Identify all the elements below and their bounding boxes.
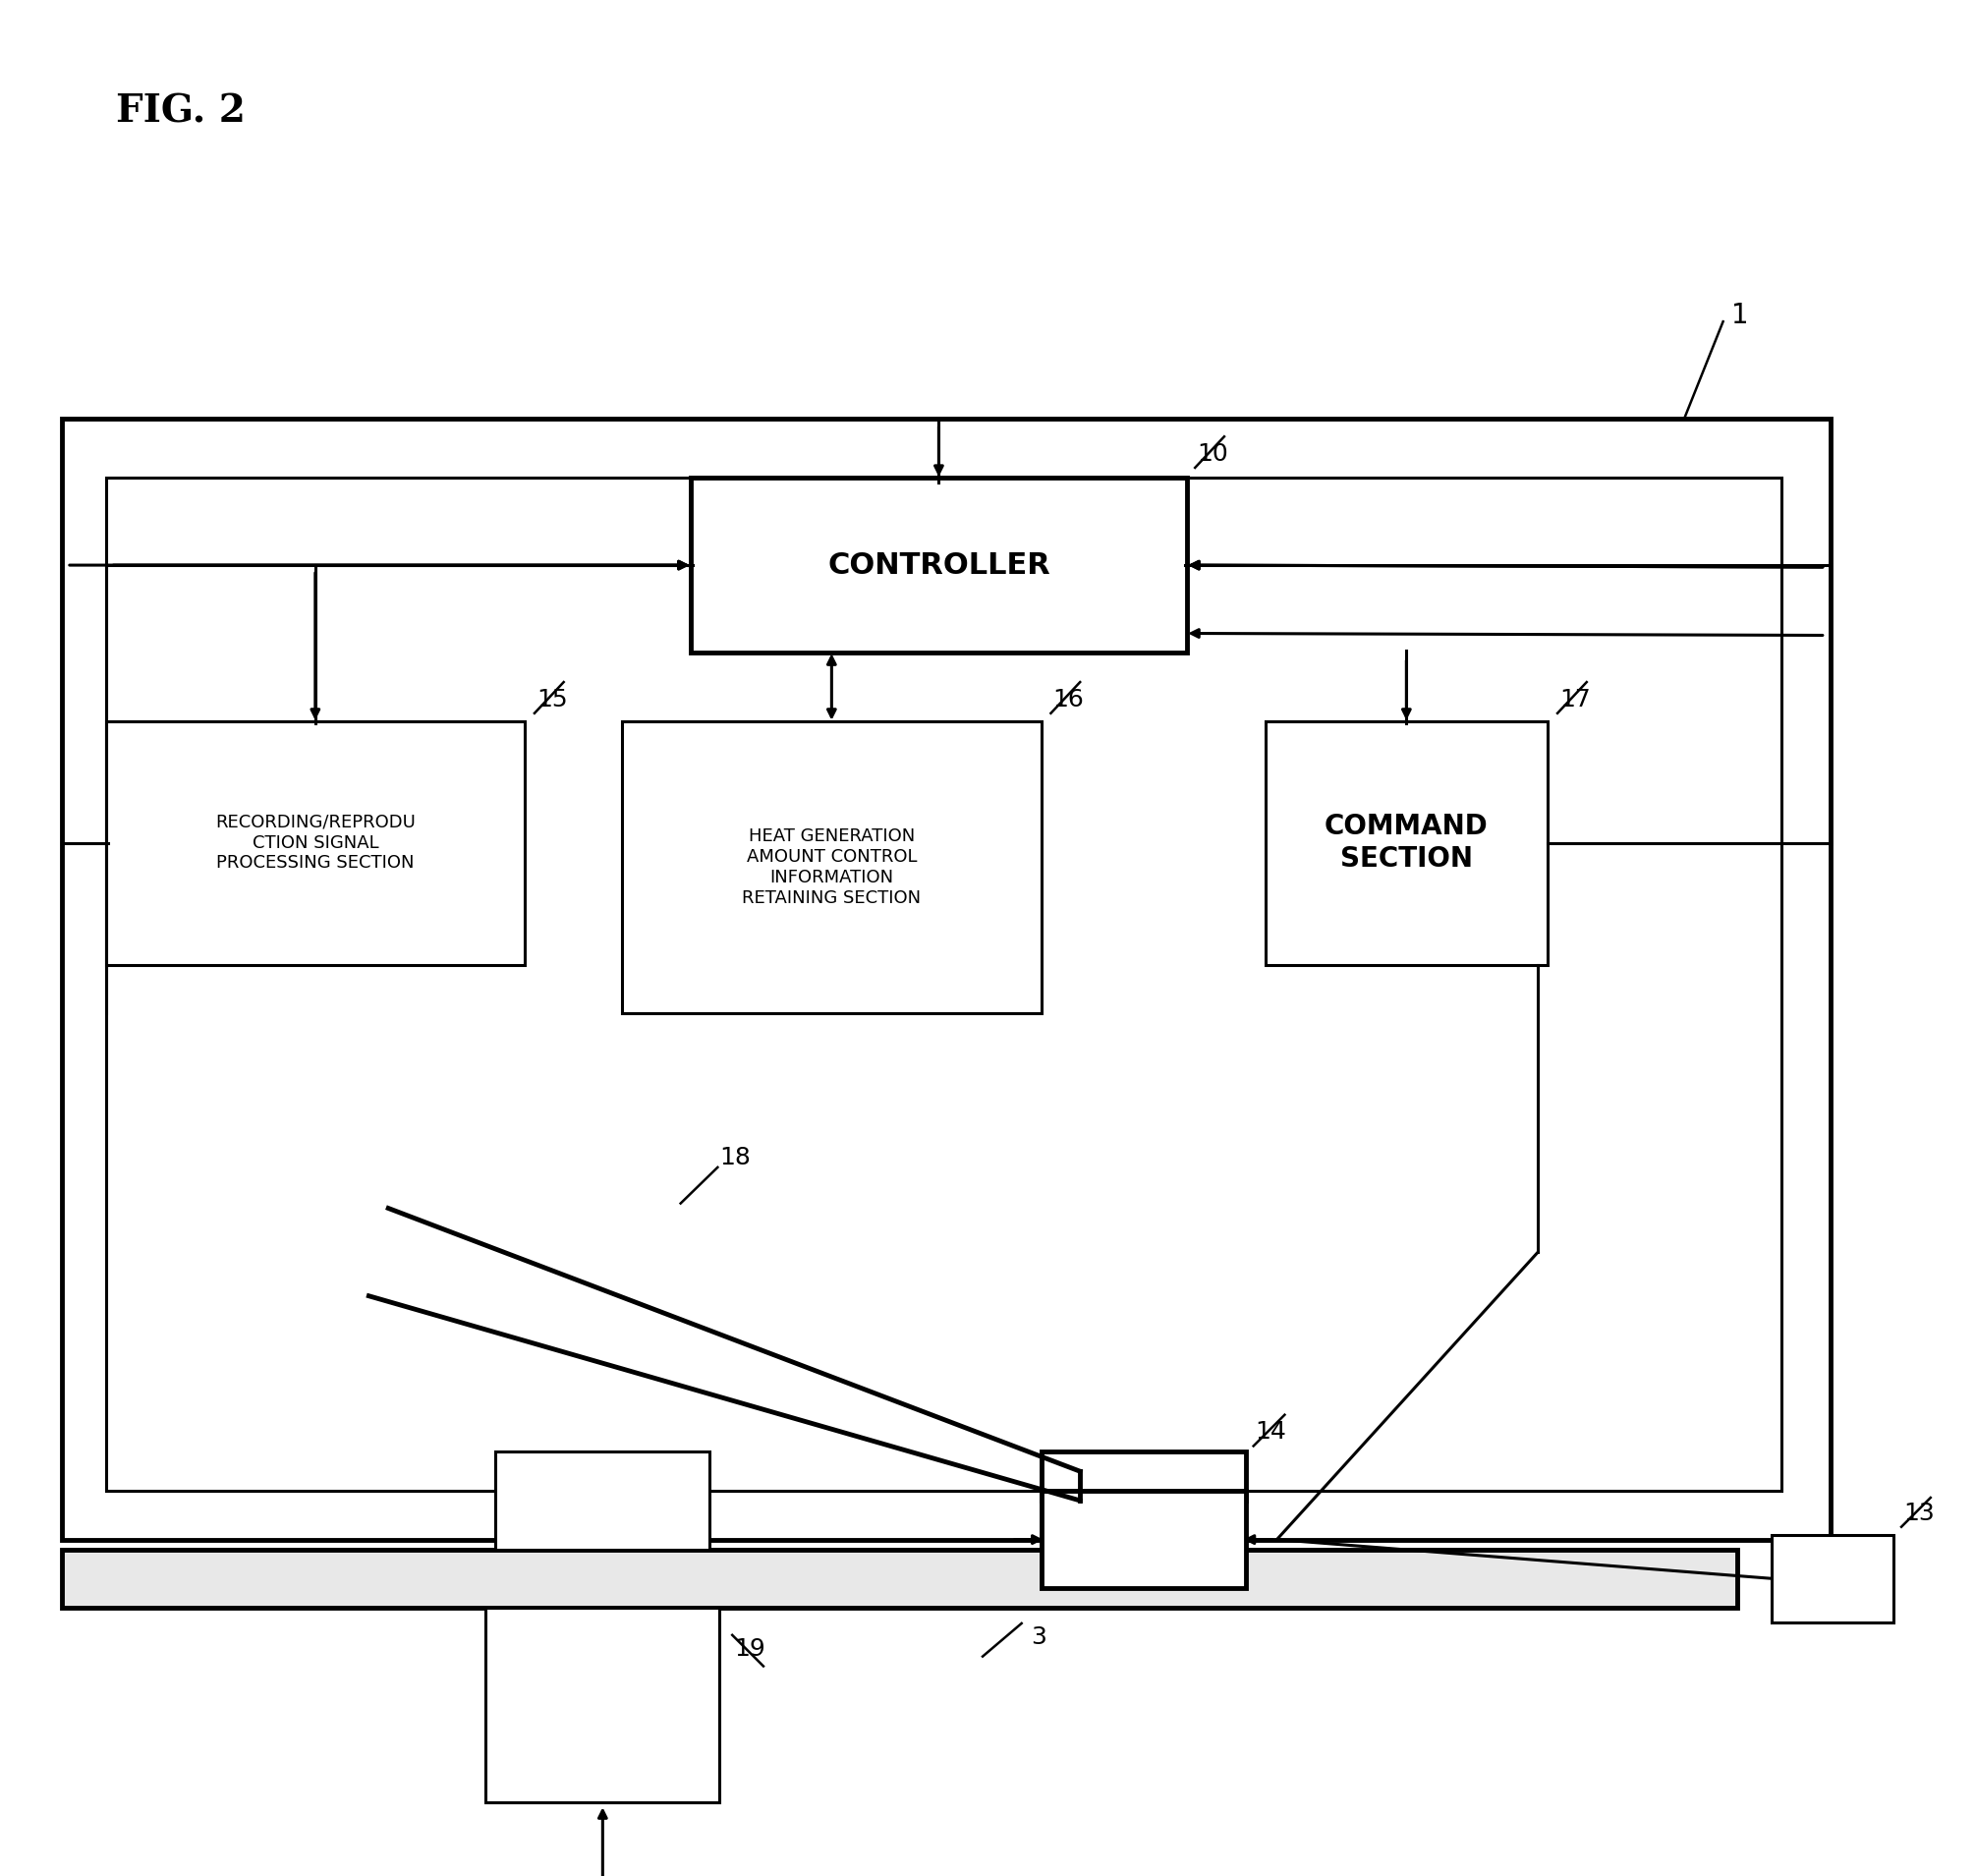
Text: 19: 19: [735, 1638, 766, 1660]
Bar: [496, 1452, 709, 1550]
Bar: [691, 478, 1187, 653]
Text: HEAT GENERATION
AMOUNT CONTROL
INFORMATION
RETAINING SECTION: HEAT GENERATION AMOUNT CONTROL INFORMATI…: [743, 827, 920, 906]
Bar: [486, 1608, 719, 1803]
Text: 10: 10: [1197, 443, 1228, 465]
Bar: [107, 478, 1781, 1491]
Bar: [107, 720, 525, 964]
Text: 18: 18: [719, 1146, 750, 1169]
Text: 13: 13: [1904, 1501, 1934, 1525]
Text: COMMAND
SECTION: COMMAND SECTION: [1325, 812, 1489, 872]
Text: 14: 14: [1256, 1420, 1288, 1445]
Bar: [1266, 720, 1548, 964]
Bar: [1772, 1535, 1894, 1623]
Bar: [61, 418, 1831, 1540]
Bar: [1041, 1491, 1246, 1589]
Bar: [61, 1550, 1738, 1608]
Text: RECORDING/REPRODU
CTION SIGNAL
PROCESSING SECTION: RECORDING/REPRODU CTION SIGNAL PROCESSIN…: [215, 814, 415, 872]
Bar: [622, 720, 1041, 1013]
Text: 3: 3: [1031, 1625, 1047, 1649]
Text: 1: 1: [1730, 302, 1748, 330]
Text: 15: 15: [537, 688, 567, 711]
Text: 16: 16: [1053, 688, 1084, 711]
Text: CONTROLLER: CONTROLLER: [828, 552, 1051, 580]
Text: FIG. 2: FIG. 2: [115, 92, 245, 129]
Text: 17: 17: [1560, 688, 1590, 711]
Bar: [1041, 1452, 1246, 1501]
